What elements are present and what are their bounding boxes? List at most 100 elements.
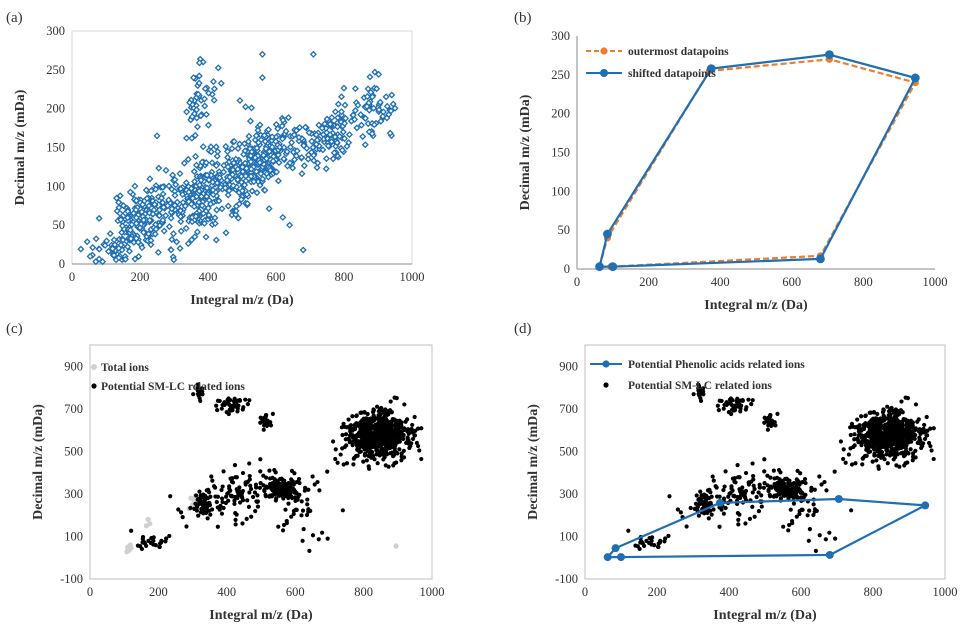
d-smlc-ion-point bbox=[922, 422, 927, 428]
d-smlc-ion-point bbox=[666, 533, 671, 539]
a-data-point bbox=[305, 129, 313, 137]
a-data-point bbox=[253, 189, 261, 197]
c-smlc-ion-point bbox=[354, 443, 360, 448]
c-smlc-ion-point bbox=[302, 488, 307, 493]
d-smlc-ion-point bbox=[862, 453, 868, 459]
d-smlc-ion-point bbox=[729, 486, 734, 491]
a-data-point bbox=[247, 158, 255, 166]
a-data-point bbox=[104, 247, 113, 255]
d-smlc-ion-point bbox=[757, 485, 763, 490]
c-smlc-ion-point bbox=[243, 397, 248, 402]
d-smlc-ion-point bbox=[891, 428, 896, 434]
a-data-point bbox=[143, 195, 151, 203]
a-data-point bbox=[336, 132, 344, 140]
a-data-point bbox=[298, 153, 306, 161]
d-smlc-ion-point bbox=[931, 456, 936, 462]
a-data-point bbox=[331, 108, 339, 116]
a-data-point bbox=[124, 207, 132, 215]
d-legend-phenolic-label: Potential Phenolic acids related ions bbox=[628, 359, 805, 371]
c-smlc-ion-point bbox=[375, 461, 380, 466]
a-data-point bbox=[177, 213, 185, 221]
a-data-point bbox=[351, 107, 359, 115]
d-smlc-ion-point bbox=[885, 437, 890, 442]
d-smlc-ion-point bbox=[812, 509, 817, 514]
b-y-tick-label: 250 bbox=[551, 68, 570, 82]
c-smlc-ion-point bbox=[252, 490, 258, 495]
a-data-point bbox=[248, 187, 256, 195]
c-smlc-ion-point bbox=[391, 452, 397, 458]
c-smlc-ion-point bbox=[389, 410, 394, 415]
d-smlc-ion-point bbox=[694, 493, 699, 498]
a-data-point bbox=[363, 102, 371, 110]
c-smlc-ion-point bbox=[294, 507, 299, 512]
c-smlc-ion-point bbox=[204, 488, 209, 493]
a-data-point bbox=[326, 120, 334, 128]
d-smlc-ion-point bbox=[779, 483, 784, 488]
d-smlc-ion-point bbox=[812, 487, 817, 492]
c-smlc-ion-point bbox=[232, 498, 237, 503]
c-smlc-ion-point bbox=[262, 488, 267, 494]
a-data-point bbox=[183, 108, 191, 116]
a-x-tick-label: 600 bbox=[267, 270, 286, 284]
a-data-point bbox=[357, 111, 365, 119]
d-smlc-ion-point bbox=[762, 469, 767, 474]
d-smlc-ion-point bbox=[743, 407, 748, 412]
a-data-point bbox=[224, 147, 232, 155]
d-smlc-ion-point bbox=[702, 492, 707, 497]
d-smlc-ion-point bbox=[866, 449, 871, 455]
d-smlc-ion-point bbox=[871, 440, 876, 445]
d-smlc-ion-point bbox=[704, 495, 709, 501]
d-smlc-ion-point bbox=[918, 437, 923, 443]
a-data-point bbox=[103, 237, 111, 245]
d-smlc-ion-point bbox=[849, 421, 854, 426]
a-data-point bbox=[329, 155, 337, 163]
a-data-point bbox=[383, 114, 391, 122]
a-x-tick-label: 200 bbox=[131, 270, 150, 284]
c-smlc-ion-point bbox=[351, 462, 356, 467]
d-smlc-ion-point bbox=[931, 426, 936, 431]
a-data-point bbox=[368, 93, 376, 101]
d-smlc-ion-point bbox=[901, 432, 906, 437]
a-data-point bbox=[292, 152, 300, 160]
a-data-point bbox=[208, 159, 216, 167]
d-smlc-ion-point bbox=[809, 488, 814, 493]
c-smlc-ion-point bbox=[247, 461, 252, 466]
d-smlc-ion-point bbox=[893, 407, 898, 412]
d-smlc-ion-point bbox=[894, 463, 899, 468]
b-legend-shifted-label: shifted datapoints bbox=[628, 68, 716, 80]
a-data-point bbox=[334, 114, 342, 122]
c-smlc-ion-point bbox=[230, 494, 235, 499]
a-data-point bbox=[202, 110, 210, 118]
a-data-point bbox=[377, 117, 385, 125]
d-smlc-ion-point bbox=[784, 476, 789, 481]
d-smlc-ion-point bbox=[878, 431, 883, 436]
a-data-point bbox=[272, 120, 280, 129]
a-data-point bbox=[309, 50, 317, 58]
d-smlc-ion-point bbox=[859, 443, 864, 448]
c-smlc-ion-point bbox=[412, 414, 417, 420]
a-data-point bbox=[323, 115, 331, 123]
c-smlc-ion-point bbox=[196, 501, 202, 506]
d-smlc-ion-point bbox=[743, 495, 748, 500]
a-data-point bbox=[136, 224, 144, 232]
d-phenolic-acid-boundary-line bbox=[606, 497, 927, 559]
c-smlc-ion-point bbox=[384, 413, 389, 418]
c-smlc-ion-point bbox=[219, 511, 225, 516]
d-smlc-ion-point bbox=[859, 414, 864, 419]
c-smlc-ion-point bbox=[230, 408, 235, 413]
b-series-shifted-point bbox=[910, 73, 920, 83]
c-smlc-ion-point bbox=[366, 435, 372, 440]
a-data-point bbox=[189, 194, 197, 202]
d-smlc-ion-point bbox=[909, 439, 914, 444]
a-data-point bbox=[182, 224, 190, 232]
a-data-point bbox=[171, 191, 179, 199]
a-data-point bbox=[319, 146, 327, 154]
a-data-point bbox=[132, 197, 140, 205]
c-smlc-ion-point bbox=[264, 423, 270, 428]
c-smlc-ion-point bbox=[197, 496, 202, 501]
a-x-tick-label: 800 bbox=[335, 270, 354, 284]
c-smlc-ion-point bbox=[220, 499, 225, 505]
b-legend-outermost-marker bbox=[600, 47, 608, 55]
d-smlc-ion-point bbox=[899, 429, 904, 434]
c-smlc-ion-point bbox=[263, 492, 268, 497]
